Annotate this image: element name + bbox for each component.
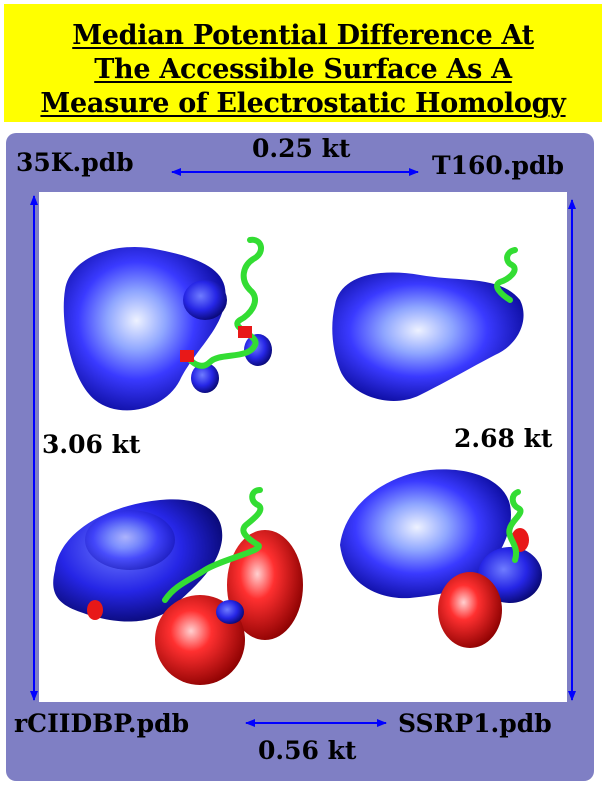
difference-label-left: 3.06 kt (42, 430, 141, 459)
molecule-35k (63, 236, 272, 411)
difference-label-top: 0.25 kt (252, 134, 351, 163)
structure-label-rciidbp: rCIIDBP.pdb (14, 709, 190, 738)
structure-label-t160: T160.pdb (432, 151, 564, 180)
title-banner: Median Potential Difference At The Acces… (4, 4, 602, 122)
title-line-1: Median Potential Difference At (72, 20, 534, 51)
molecule-ssrp1 (340, 469, 542, 648)
title-line-3: Measure of Electrostatic Homology (40, 88, 566, 119)
molecule-t160 (332, 247, 524, 401)
title-line-2: The Accessible Surface As A (94, 54, 512, 85)
molecule-rciidbp (53, 487, 303, 685)
difference-label-right: 2.68 kt (454, 424, 553, 453)
structure-label-ssrp1: SSRP1.pdb (398, 709, 552, 738)
structure-label-35k: 35K.pdb (16, 148, 134, 177)
difference-label-bottom: 0.56 kt (258, 736, 357, 765)
